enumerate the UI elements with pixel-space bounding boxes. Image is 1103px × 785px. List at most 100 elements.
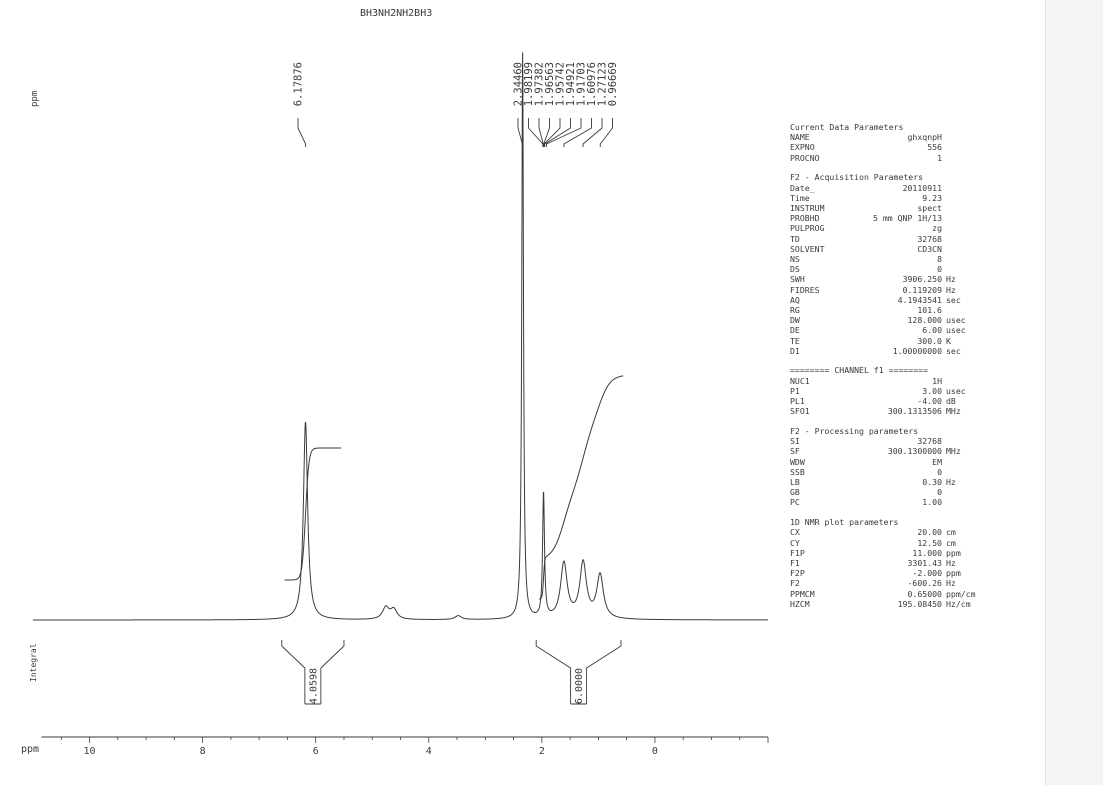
param-row-nuc1: NUC1 1H: [790, 376, 990, 386]
param-key: DW: [790, 315, 800, 326]
page-margin: [1045, 0, 1103, 785]
param-key: SF: [790, 446, 800, 457]
param-value: -2.000: [912, 568, 942, 579]
x-axis: 10 8 6 4 2 0: [41, 736, 769, 757]
param-row-hzcm: HZCM 195.08450 Hz/cm: [790, 599, 990, 609]
x-tick-label: 10: [84, 746, 96, 757]
param-unit: [942, 142, 946, 152]
peak-label-text: 6.17876: [293, 62, 305, 106]
param-key: Date_: [790, 182, 815, 193]
peak-label-leader: [599, 118, 613, 147]
param-unit: cm: [946, 537, 956, 548]
param-row-p1: P1 3.00 usec: [790, 386, 990, 396]
param-unit: sec: [946, 345, 961, 356]
param-row-lb: LB 0.30 Hz: [790, 477, 990, 487]
param-unit: [942, 254, 946, 264]
peak-label-leader: [538, 118, 544, 147]
param-unit: [942, 436, 946, 446]
param-row-ssb: SSB 0: [790, 467, 990, 477]
param-key: PULPROG: [790, 223, 825, 234]
param-row-procno: PROCNO 1: [790, 153, 990, 163]
param-value: 1H: [932, 375, 942, 386]
peak-label: 2.34460: [513, 62, 525, 147]
param-key: NS: [790, 253, 800, 264]
param-value: 12.50: [917, 537, 942, 548]
param-row-fidres: FIDRES 0.119209 Hz: [790, 285, 990, 295]
peak-label-text: 0.96669: [607, 62, 619, 106]
param-row-cy: CY 12.50 cm: [790, 538, 990, 548]
param-row-si: SI 32768: [790, 436, 990, 446]
peak-label-text: 1.60976: [586, 62, 598, 106]
param-unit: [942, 467, 946, 477]
param-value: 4.1943541: [897, 294, 942, 305]
integral-bracket: [535, 640, 622, 705]
param-key: LB: [790, 477, 800, 487]
param-key: PL1: [790, 396, 805, 407]
param-value: 195.08450: [897, 598, 942, 609]
group-heading: F2 - Acquisition Parameters: [790, 172, 924, 183]
acquisition-parameters: F2 - Acquisition Parameters Date_ 2011091…: [790, 172, 990, 356]
param-row-gb: GB 0: [790, 487, 990, 497]
peak-label: 6.17876: [293, 62, 307, 147]
param-key: F2P: [790, 568, 805, 579]
param-row-rg: RG 101.6: [790, 305, 990, 315]
peak-label-leader: [517, 118, 523, 147]
integral-axis-label: Integral: [29, 643, 38, 682]
peak-label: 1.94921: [544, 62, 577, 147]
param-row-name: NAME ghxqnpH: [790, 132, 990, 142]
param-key: SSB: [790, 466, 805, 477]
integral-bracket-group: 6.0000: [535, 640, 622, 705]
integral-value-label: 4.0598: [308, 668, 319, 704]
param-key: WDW: [790, 456, 805, 467]
param-unit: Hz: [946, 284, 956, 295]
param-unit: [942, 153, 946, 163]
param-value: 1: [937, 152, 942, 163]
param-value: 3.00: [922, 385, 942, 396]
param-key: RG: [790, 304, 800, 315]
param-unit: [942, 264, 946, 274]
param-key: P1: [790, 385, 800, 396]
param-row-pc: PC 1.00: [790, 497, 990, 507]
param-unit: Hz: [946, 274, 956, 285]
current-data-parameters: Current Data Parameters NAME ghxqnpH EXPNO…: [790, 122, 990, 163]
param-value: 0.65000: [907, 588, 942, 599]
param-value: 32768: [917, 233, 942, 244]
param-key: PPMCM: [790, 588, 815, 599]
param-key: NUC1: [790, 375, 810, 386]
param-key: EXPNO: [790, 142, 815, 153]
param-key: SOLVENT: [790, 243, 825, 254]
param-value: spect: [917, 202, 942, 213]
param-value: 20110911: [902, 182, 942, 193]
param-unit: [942, 193, 946, 203]
param-unit: sec: [946, 294, 961, 305]
param-key: AQ: [790, 294, 800, 305]
peak-label-text: 2.34460: [513, 62, 525, 106]
param-key: PC: [790, 497, 800, 508]
integral-curve: [538, 375, 624, 600]
integral-value-label: 6.0000: [574, 668, 585, 704]
param-unit: usec: [946, 315, 966, 326]
param-key: CX: [790, 527, 800, 538]
param-value: 1.00000000: [892, 345, 942, 356]
processing-parameters: F2 - Processing parameters SI 32768 SF 300.…: [790, 426, 990, 508]
param-value: 300.0: [917, 335, 942, 346]
param-row-sfo1: SFO1 300.1313506 MHz: [790, 406, 990, 416]
param-unit: usec: [946, 385, 966, 396]
param-row-f1p: F1P 11.000 ppm: [790, 548, 990, 558]
channel-f1-parameters: ======== CHANNEL f1 ======== NUC1 1H P1 3.0…: [790, 365, 990, 416]
peak-label: 0.96669: [599, 62, 619, 147]
spectrum-page: BH3NH2NH2BH3 ppm Integral ppm 10 8 6 4 2 0 6.…: [0, 0, 1045, 785]
peak-label-text: 1.97382: [534, 62, 546, 106]
nmr-spectrum-plot: BH3NH2NH2BH3 ppm Integral ppm 10 8 6 4 2 0 6.…: [21, 8, 769, 757]
param-key: F1: [790, 557, 800, 568]
param-row-instrum: INSTRUM spect: [790, 203, 990, 213]
spectrum-title: BH3NH2NH2BH3: [360, 8, 432, 19]
param-value: 9.23: [922, 192, 942, 203]
param-value: 0.30: [922, 477, 942, 487]
param-row-time: Time 9.23: [790, 193, 990, 203]
param-row-probhd: PROBHD 5 mm QNP 1H/13: [790, 213, 990, 223]
param-key: FIDRES: [790, 284, 820, 295]
param-key: D1: [790, 345, 800, 356]
param-unit: [942, 203, 946, 213]
group-heading: F2 - Processing parameters: [790, 425, 919, 436]
